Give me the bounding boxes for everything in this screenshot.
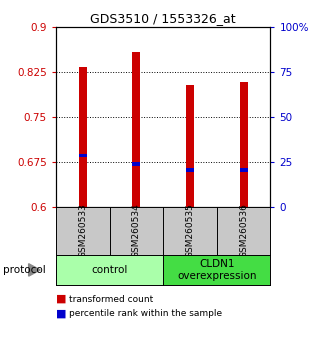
Bar: [132, 162, 140, 166]
Bar: [79, 67, 87, 207]
Title: GDS3510 / 1553326_at: GDS3510 / 1553326_at: [90, 12, 236, 25]
Text: percentile rank within the sample: percentile rank within the sample: [69, 309, 222, 318]
Bar: [240, 168, 248, 172]
Text: protocol: protocol: [3, 265, 46, 275]
Polygon shape: [29, 264, 40, 276]
Text: control: control: [92, 265, 128, 275]
Text: GSM260534: GSM260534: [132, 204, 141, 258]
Text: transformed count: transformed count: [69, 295, 153, 304]
Text: GSM260535: GSM260535: [186, 204, 195, 258]
Bar: [79, 154, 87, 157]
Bar: [240, 82, 248, 207]
Text: CLDN1
overexpression: CLDN1 overexpression: [177, 259, 257, 281]
Bar: [186, 85, 194, 207]
Text: ■: ■: [56, 308, 67, 318]
Text: GSM260536: GSM260536: [239, 204, 248, 258]
Text: GSM260533: GSM260533: [78, 204, 87, 258]
Text: ■: ■: [56, 294, 67, 304]
Bar: [132, 52, 140, 207]
Bar: [186, 168, 194, 172]
